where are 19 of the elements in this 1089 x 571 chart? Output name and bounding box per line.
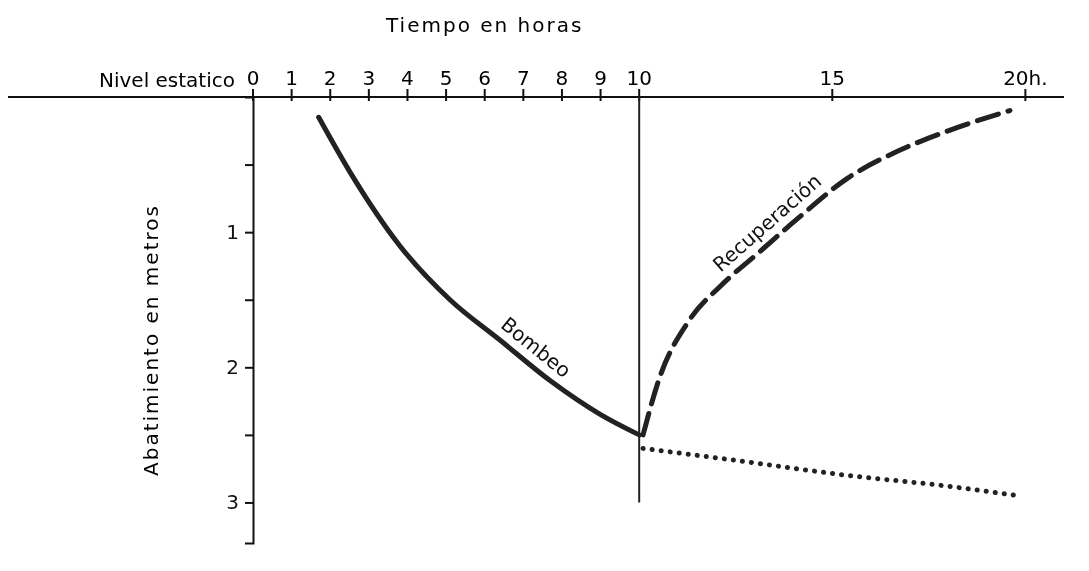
y-axis-title: Abatimiento en metros [139, 204, 163, 476]
x-tick-label: 20h. [1003, 66, 1048, 90]
x-tick-label: 2 [323, 66, 337, 90]
x-tick-label: 5 [439, 66, 453, 90]
x-axis-title: Tiempo en horas [385, 13, 584, 37]
x-tick-label: 1 [285, 66, 298, 90]
y-tick-label: 3 [226, 490, 239, 515]
x-tick-label: 10 [626, 66, 652, 90]
x-tick-label: 15 [819, 66, 846, 90]
x-tick-label: 9 [594, 66, 607, 90]
x-tick-label: 6 [478, 66, 492, 90]
x-tick-label: 0 [246, 66, 260, 90]
y-tick-label: 1 [226, 220, 239, 245]
text: Nivel estatico [98, 68, 235, 92]
x-tick-label: 8 [555, 66, 569, 90]
y-tick-label: 2 [226, 355, 239, 380]
x-tick-label: 3 [362, 66, 376, 90]
x-tick-label: 4 [401, 66, 414, 90]
x-tick-label: 7 [516, 66, 530, 90]
